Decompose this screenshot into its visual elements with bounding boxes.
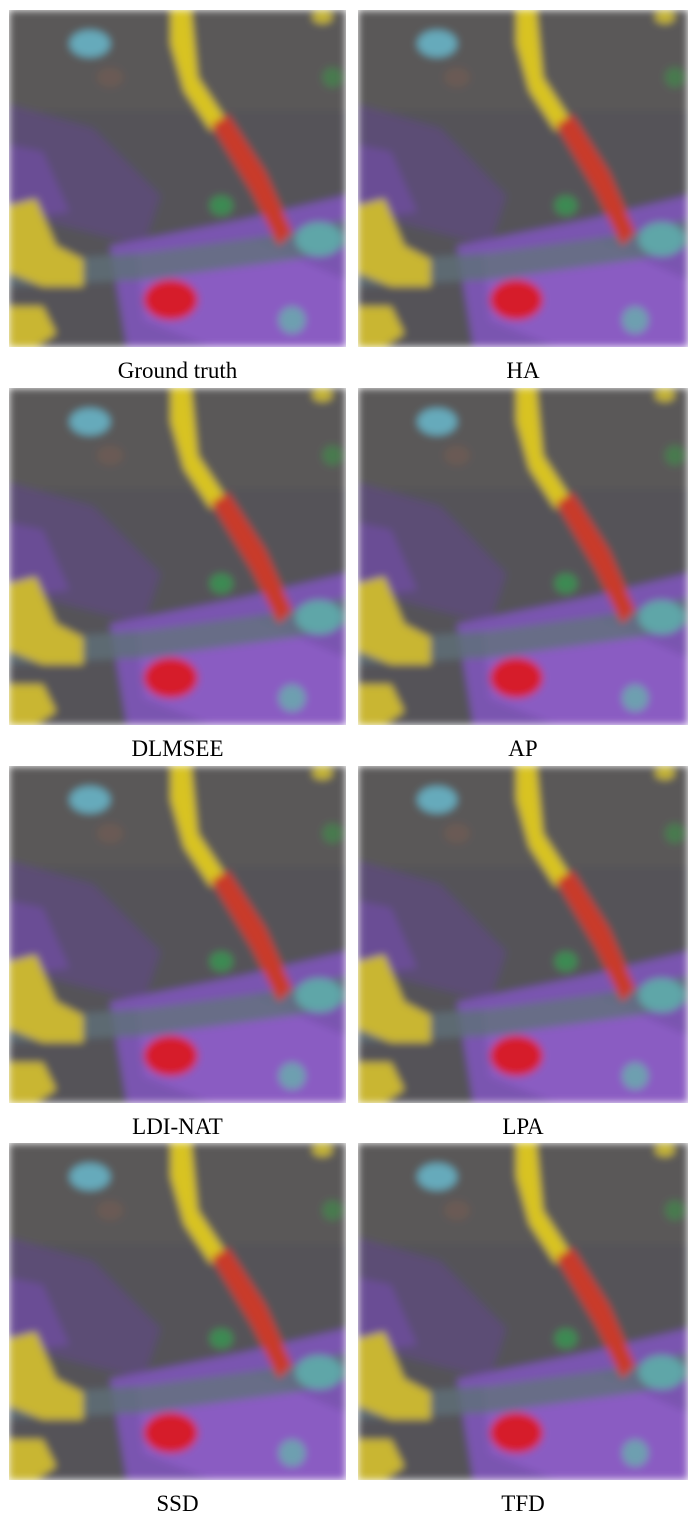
image-panel [358,1143,688,1480]
caption: AP [358,737,688,760]
image-panel [9,766,346,1103]
image-panel [9,10,346,347]
caption: Ground truth [9,359,346,382]
caption: DLMSEE [9,737,346,760]
caption: LDI-NAT [9,1115,346,1138]
image-panel [358,388,688,725]
image-panel [358,766,688,1103]
caption: HA [358,359,688,382]
caption: SSD [9,1492,346,1515]
caption: LPA [358,1115,688,1138]
caption: TFD [358,1492,688,1515]
image-panel [9,388,346,725]
figure-page: Ground truthHADLMSEEAPLDI-NATLPASSDTFD (… [0,0,688,1516]
image-panel [9,1143,346,1480]
image-panel [358,10,688,347]
